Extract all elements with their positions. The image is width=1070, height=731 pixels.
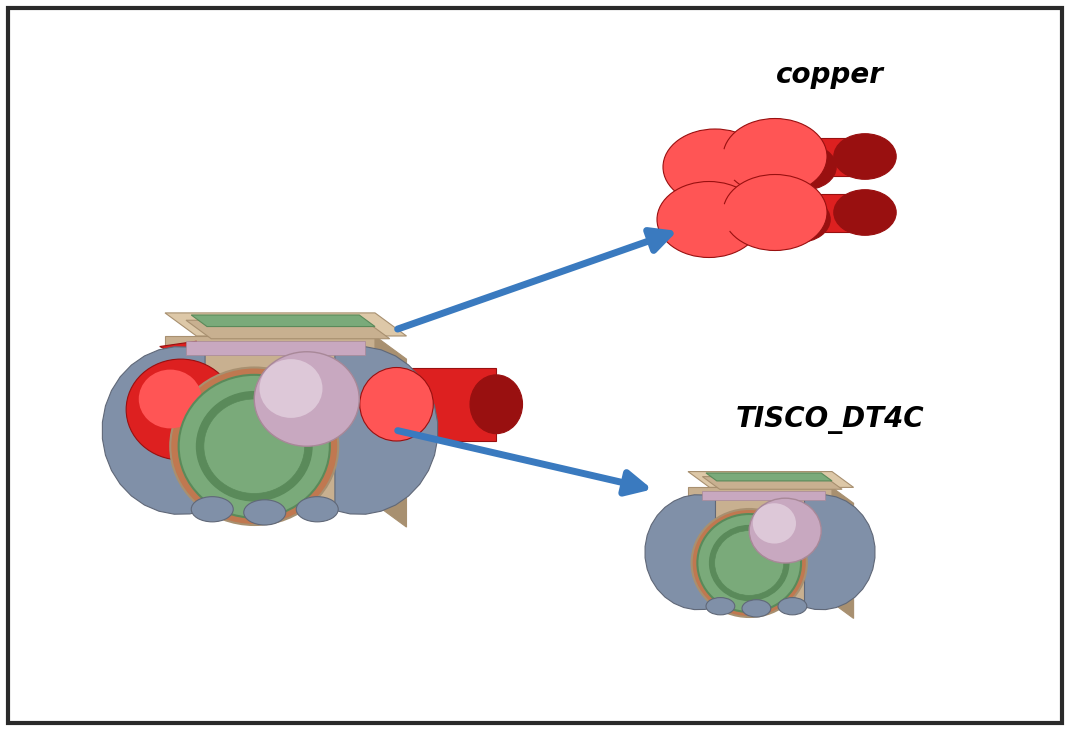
Ellipse shape: [774, 144, 836, 190]
Polygon shape: [709, 200, 799, 238]
Polygon shape: [645, 495, 716, 610]
Ellipse shape: [706, 597, 735, 615]
Ellipse shape: [715, 531, 783, 596]
Ellipse shape: [197, 392, 312, 501]
Ellipse shape: [768, 197, 830, 242]
Ellipse shape: [139, 370, 202, 428]
Ellipse shape: [170, 368, 338, 525]
Ellipse shape: [723, 175, 827, 251]
Ellipse shape: [689, 148, 742, 186]
Ellipse shape: [749, 137, 801, 175]
Polygon shape: [374, 336, 407, 527]
Polygon shape: [775, 137, 865, 175]
Ellipse shape: [470, 375, 522, 433]
Ellipse shape: [192, 496, 233, 522]
Ellipse shape: [778, 597, 807, 615]
Ellipse shape: [126, 359, 235, 460]
Polygon shape: [186, 320, 389, 338]
Ellipse shape: [260, 359, 322, 418]
Polygon shape: [688, 471, 854, 488]
Ellipse shape: [657, 181, 761, 257]
Ellipse shape: [834, 190, 897, 235]
Polygon shape: [688, 488, 832, 602]
Text: copper: copper: [776, 61, 884, 89]
Ellipse shape: [179, 375, 330, 518]
Polygon shape: [706, 473, 832, 481]
Ellipse shape: [683, 200, 735, 238]
Ellipse shape: [834, 134, 897, 179]
Text: TISCO_DT4C: TISCO_DT4C: [736, 406, 924, 434]
Ellipse shape: [709, 526, 789, 600]
Ellipse shape: [663, 129, 767, 205]
Ellipse shape: [360, 368, 433, 441]
Polygon shape: [128, 341, 202, 472]
Polygon shape: [103, 346, 205, 514]
Polygon shape: [397, 368, 496, 441]
Polygon shape: [805, 495, 875, 610]
Polygon shape: [702, 477, 842, 489]
Ellipse shape: [698, 514, 801, 612]
Ellipse shape: [742, 599, 770, 617]
Ellipse shape: [753, 503, 796, 544]
Ellipse shape: [749, 194, 801, 232]
Polygon shape: [775, 194, 865, 232]
Ellipse shape: [723, 118, 827, 194]
Ellipse shape: [691, 509, 807, 617]
Ellipse shape: [244, 500, 286, 525]
Polygon shape: [335, 346, 438, 514]
Ellipse shape: [204, 399, 305, 493]
Polygon shape: [715, 148, 805, 186]
Polygon shape: [165, 336, 374, 504]
Ellipse shape: [749, 499, 821, 563]
Ellipse shape: [255, 352, 360, 446]
Ellipse shape: [296, 496, 338, 522]
Polygon shape: [186, 341, 365, 355]
Polygon shape: [702, 491, 825, 500]
Polygon shape: [165, 313, 407, 336]
Polygon shape: [832, 488, 854, 618]
Polygon shape: [192, 315, 374, 327]
